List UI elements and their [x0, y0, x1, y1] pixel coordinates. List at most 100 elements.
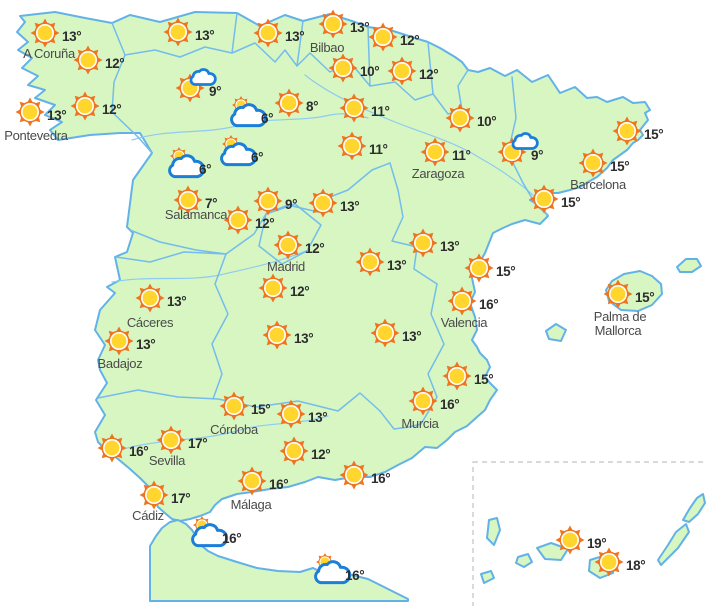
temperature-label: 16°: [345, 568, 364, 583]
weather-station[interactable]: 15°: [529, 184, 581, 214]
weather-station[interactable]: 12°: [258, 273, 310, 303]
sun-icon: [339, 93, 369, 123]
city-label: Córdoba: [210, 422, 259, 437]
temperature-label: 9°: [531, 148, 543, 163]
temperature-label: 15°: [474, 372, 493, 387]
weather-station[interactable]: 13°: [135, 283, 187, 313]
weather-station[interactable]: 11°: [339, 93, 390, 123]
weather-station[interactable]: 13°: [308, 188, 360, 218]
temperature-label: 12°: [105, 56, 124, 71]
weather-station[interactable]: 12°: [223, 205, 275, 235]
temperature-label: 9°: [285, 197, 297, 212]
sun-icon: [387, 56, 417, 86]
temperature-label: 12°: [255, 216, 274, 231]
temperature-label: 11°: [452, 148, 470, 163]
temperature-label: 6°: [251, 150, 263, 165]
city-label: Barcelona: [570, 177, 627, 192]
temperature-label: 15°: [496, 264, 515, 279]
weather-station[interactable]: 13°: [253, 18, 305, 48]
temperature-label: 10°: [360, 64, 379, 79]
weather-station[interactable]: 13°: [262, 320, 314, 350]
island-fuerteventura: [657, 523, 690, 566]
weather-station[interactable]: 16°: [447, 286, 499, 316]
weather-station[interactable]: 17°: [139, 480, 191, 510]
weather-station[interactable]: 13°: [15, 97, 67, 127]
weather-station[interactable]: 13°: [318, 9, 370, 39]
sun-behind-cloud-icon: [314, 553, 352, 585]
temperature-label: 18°: [626, 558, 645, 573]
sun-icon: [337, 131, 367, 161]
weather-station[interactable]: 12°: [368, 22, 420, 52]
weather-station[interactable]: 6°: [220, 135, 264, 167]
city-label: A Coruña: [23, 46, 76, 61]
weather-station[interactable]: 15°: [219, 391, 271, 421]
weather-station[interactable]: 16°: [191, 516, 242, 548]
weather-station[interactable]: 9°: [253, 186, 298, 216]
sun-icon: [368, 22, 398, 52]
weather-station[interactable]: 10°: [328, 53, 380, 83]
weather-station[interactable]: 12°: [70, 91, 122, 121]
sun-icon: [73, 45, 103, 75]
weather-station[interactable]: 13°: [104, 326, 156, 356]
weather-station[interactable]: 13°: [163, 17, 215, 47]
sun-behind-cloud-icon: [230, 96, 268, 128]
sun-behind-cloud-icon: [168, 147, 206, 179]
weather-station[interactable]: 16°: [97, 433, 149, 463]
temperature-label: 15°: [610, 159, 629, 174]
weather-station[interactable]: 13°: [276, 399, 328, 429]
weather-station[interactable]: 8°: [274, 88, 319, 118]
temperature-label: 16°: [479, 297, 498, 312]
sun-icon: [279, 436, 309, 466]
weather-station[interactable]: 16°: [314, 553, 365, 585]
weather-station[interactable]: 16°: [237, 466, 289, 496]
weather-station[interactable]: 12°: [279, 436, 331, 466]
weather-station[interactable]: 16°: [339, 460, 391, 490]
weather-station[interactable]: 12°: [387, 56, 439, 86]
temperature-label: 12°: [290, 284, 309, 299]
temperature-label: 13°: [195, 28, 214, 43]
sun-icon: [237, 466, 267, 496]
sun-icon: [274, 88, 304, 118]
weather-station[interactable]: 15°: [603, 279, 655, 309]
weather-station[interactable]: 16°: [408, 386, 460, 416]
sun-icon: [30, 18, 60, 48]
weather-station[interactable]: 9°: [175, 68, 222, 103]
weather-station[interactable]: 13°: [408, 228, 460, 258]
weather-station[interactable]: 19°: [555, 525, 607, 555]
weather-station[interactable]: 6°: [230, 96, 274, 128]
weather-station[interactable]: 13°: [30, 18, 82, 48]
temperature-label: 15°: [635, 290, 654, 305]
city-label: Zaragoza: [412, 166, 466, 181]
sun-icon: [308, 188, 338, 218]
weather-station[interactable]: 15°: [612, 116, 664, 146]
temperature-label: 15°: [251, 402, 270, 417]
weather-station[interactable]: 17°: [156, 425, 208, 455]
temperature-label: 12°: [305, 241, 324, 256]
weather-station[interactable]: 13°: [370, 318, 422, 348]
weather-station[interactable]: 13°: [355, 247, 407, 277]
sun-icon: [219, 391, 249, 421]
temperature-label: 13°: [62, 29, 81, 44]
weather-station[interactable]: 15°: [578, 148, 630, 178]
weather-station[interactable]: 18°: [594, 547, 646, 577]
weather-station[interactable]: 12°: [73, 45, 125, 75]
sun-icon: [104, 326, 134, 356]
weather-station[interactable]: 7°: [173, 185, 218, 215]
weather-station[interactable]: 6°: [168, 147, 212, 179]
weather-station[interactable]: 9°: [497, 132, 544, 167]
temperature-label: 13°: [285, 29, 304, 44]
sun-icon: [339, 460, 369, 490]
weather-station[interactable]: 11°: [420, 137, 471, 167]
weather-station[interactable]: 11°: [337, 131, 388, 161]
weather-station[interactable]: 15°: [442, 361, 494, 391]
weather-station[interactable]: 15°: [464, 253, 516, 283]
sun-icon: [223, 205, 253, 235]
sun-icon: [612, 116, 642, 146]
region-border-line: [457, 69, 469, 111]
weather-station[interactable]: 12°: [273, 230, 325, 260]
weather-station[interactable]: 10°: [445, 103, 497, 133]
sun-icon: [447, 286, 477, 316]
island-tenerife: [536, 542, 569, 561]
